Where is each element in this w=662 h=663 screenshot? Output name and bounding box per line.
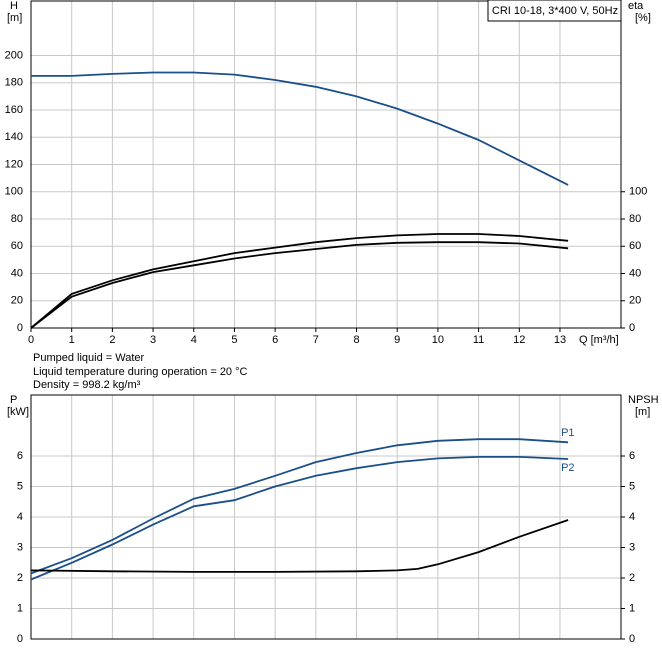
x-tick-label: 10 — [432, 334, 444, 346]
y2-tick-label: 20 — [629, 295, 641, 307]
x-tick-label: 8 — [353, 334, 359, 346]
curve — [30, 456, 569, 581]
y2-tick-label: 0 — [629, 633, 635, 645]
y-tick-label: 60 — [11, 240, 23, 252]
x-tick-label: 13 — [554, 334, 566, 346]
y-tick-label: 80 — [11, 213, 23, 225]
y2-tick-label: 80 — [629, 213, 641, 225]
curve — [30, 438, 569, 575]
y2-axis-unit: [%] — [635, 12, 651, 24]
y-tick-label: 160 — [5, 104, 23, 116]
x-tick-label: 11 — [473, 334, 484, 346]
x-tick-label: 7 — [313, 334, 319, 346]
y-tick-label: 3 — [17, 541, 23, 553]
x-tick-label: 1 — [69, 334, 75, 346]
y-tick-label: 0 — [17, 322, 23, 334]
curve — [30, 519, 569, 573]
y-tick-label: 100 — [5, 186, 23, 198]
curve — [31, 71, 569, 186]
y2-tick-label: 5 — [629, 480, 635, 492]
x-tick-label: 2 — [109, 334, 115, 346]
y2-tick-label: 4 — [629, 511, 635, 523]
y-tick-label: 2 — [17, 572, 23, 584]
y2-tick-label: 3 — [629, 541, 635, 553]
y-tick-label: 180 — [5, 77, 23, 89]
y2-axis-label: eta — [628, 0, 644, 12]
curve — [30, 233, 569, 329]
y2-tick-label: 2 — [629, 572, 635, 584]
y-tick-label: 40 — [11, 267, 23, 279]
info-line: Density = 998.2 kg/m³ — [33, 379, 141, 391]
curve — [30, 241, 569, 329]
chart-title: CRI 10-18, 3*400 V, 50Hz — [492, 5, 618, 17]
y2-tick-label: 1 — [629, 602, 635, 614]
x-axis-label: Q [m³/h] — [579, 334, 619, 346]
y2-tick-label: 40 — [629, 267, 641, 279]
y-axis-label: H — [10, 0, 18, 12]
info-line: Pumped liquid = Water — [33, 352, 145, 364]
curve-label: P1 — [561, 427, 574, 439]
y-tick-label: 120 — [5, 158, 23, 170]
x-tick-label: 5 — [231, 334, 237, 346]
y-tick-label: 200 — [5, 49, 23, 61]
y-tick-label: 6 — [17, 450, 23, 462]
y2-axis-label: NPSH — [628, 394, 659, 406]
y2-tick-label: 100 — [629, 186, 647, 198]
info-line: Liquid temperature during operation = 20… — [33, 366, 248, 378]
y-tick-label: 1 — [17, 602, 23, 614]
x-tick-label: 0 — [28, 334, 34, 346]
x-tick-label: 4 — [191, 334, 197, 346]
y-tick-label: 0 — [17, 633, 23, 645]
y-tick-label: 140 — [5, 131, 23, 143]
y2-tick-label: 6 — [629, 450, 635, 462]
plot-frame — [30, 0, 622, 329]
y-axis-unit: [m] — [7, 12, 22, 24]
y-axis-unit: [kW] — [7, 406, 29, 418]
y2-axis-unit: [m] — [635, 406, 650, 418]
y2-tick-label: 60 — [629, 240, 641, 252]
title-box — [487, 0, 622, 22]
x-tick-label: 9 — [394, 334, 400, 346]
y-tick-label: 4 — [17, 511, 23, 523]
x-tick-label: 12 — [513, 334, 525, 346]
x-tick-label: 6 — [272, 334, 278, 346]
y2-tick-label: 0 — [629, 322, 635, 334]
curve-label: P2 — [561, 462, 574, 474]
y-tick-label: 20 — [11, 295, 23, 307]
x-tick-label: 3 — [150, 334, 156, 346]
y-tick-label: 5 — [17, 480, 23, 492]
y-axis-label: P — [10, 394, 17, 406]
